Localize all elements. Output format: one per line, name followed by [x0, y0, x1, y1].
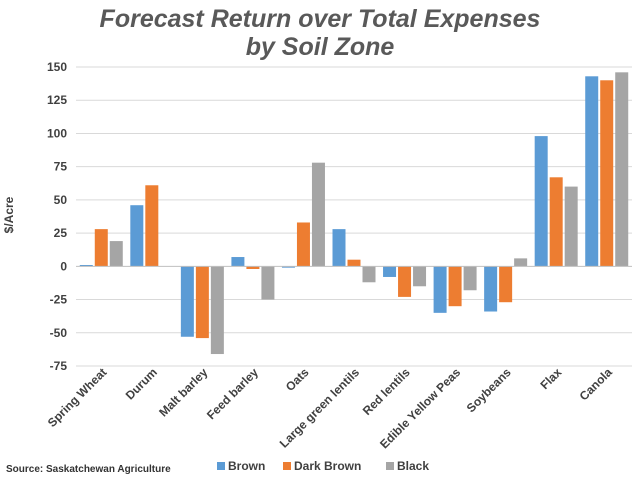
bar-dark-brown [145, 185, 159, 267]
y-tick-label: 25 [54, 226, 68, 240]
x-tick-label: Flax [537, 365, 564, 392]
x-tick-label: Durum [123, 365, 160, 402]
y-tick-label: 125 [47, 93, 67, 107]
bar-black [109, 241, 123, 267]
bar-brown [585, 76, 599, 267]
source-note: Source: Saskatchewan Agriculture [6, 464, 171, 475]
legend-label: Dark Brown [294, 459, 361, 473]
bar-brown [180, 266, 194, 337]
bar-dark-brown [549, 177, 563, 267]
x-tick-label: Red lentils [360, 365, 413, 418]
bars [79, 72, 629, 355]
bar-dark-brown [195, 266, 209, 339]
bar-brown [231, 257, 245, 267]
legend-swatch [386, 462, 394, 470]
bar-brown [332, 229, 346, 267]
bar-black [413, 266, 427, 287]
x-tick-label: Feed barley [204, 365, 261, 422]
x-tick-label: Malt barley [156, 365, 210, 419]
bar-black [311, 162, 325, 267]
chart-title: Forecast Return over Total Expenses [100, 5, 541, 33]
bar-dark-brown [448, 266, 462, 307]
bar-dark-brown [347, 259, 361, 267]
x-tick-label: Oats [283, 365, 312, 394]
legend: Brown Dark Brown Black [217, 459, 429, 473]
bar-brown [281, 266, 295, 268]
chart-subtitle: by Soil Zone [246, 33, 395, 61]
y-tick-label: 150 [47, 60, 67, 74]
y-axis-ticks: 150 125 100 75 50 25 0 -25 -50 -75 [47, 60, 67, 373]
bar-dark-brown [398, 266, 412, 297]
bar-dark-brown [600, 80, 614, 267]
bar-dark-brown [94, 229, 108, 267]
bar-dark-brown [296, 222, 310, 267]
bar-black [514, 258, 528, 267]
x-tick-label: Soybeans [464, 365, 514, 415]
bar-black [564, 186, 578, 267]
bar-brown [130, 205, 144, 267]
legend-label: Black [397, 459, 429, 473]
gridlines [76, 66, 632, 367]
y-axis-title: $/Acre [2, 196, 16, 233]
bar-brown [383, 266, 397, 277]
bar-dark-brown [499, 266, 513, 303]
bar-black [615, 72, 629, 267]
legend-label: Brown [228, 459, 265, 473]
y-tick-label: 50 [54, 193, 68, 207]
bar-brown [433, 266, 447, 313]
x-tick-label: Canola [577, 365, 615, 403]
legend-swatch [217, 462, 225, 470]
legend-swatch [283, 462, 291, 470]
y-tick-label: 75 [54, 160, 68, 174]
y-tick-label: -50 [50, 326, 68, 340]
bar-dark-brown [246, 266, 260, 269]
bar-black [362, 266, 376, 283]
bar-black [210, 266, 224, 355]
bar-brown [484, 266, 498, 312]
y-tick-label: 0 [60, 259, 67, 273]
bar-black [463, 266, 477, 291]
y-tick-label: 100 [47, 126, 67, 140]
bar-brown [79, 265, 93, 267]
y-tick-label: -75 [50, 359, 68, 373]
y-tick-label: -25 [50, 293, 68, 307]
bar-brown [534, 136, 548, 267]
x-tick-label: Spring Wheat [45, 365, 110, 430]
bar-black [261, 266, 275, 300]
